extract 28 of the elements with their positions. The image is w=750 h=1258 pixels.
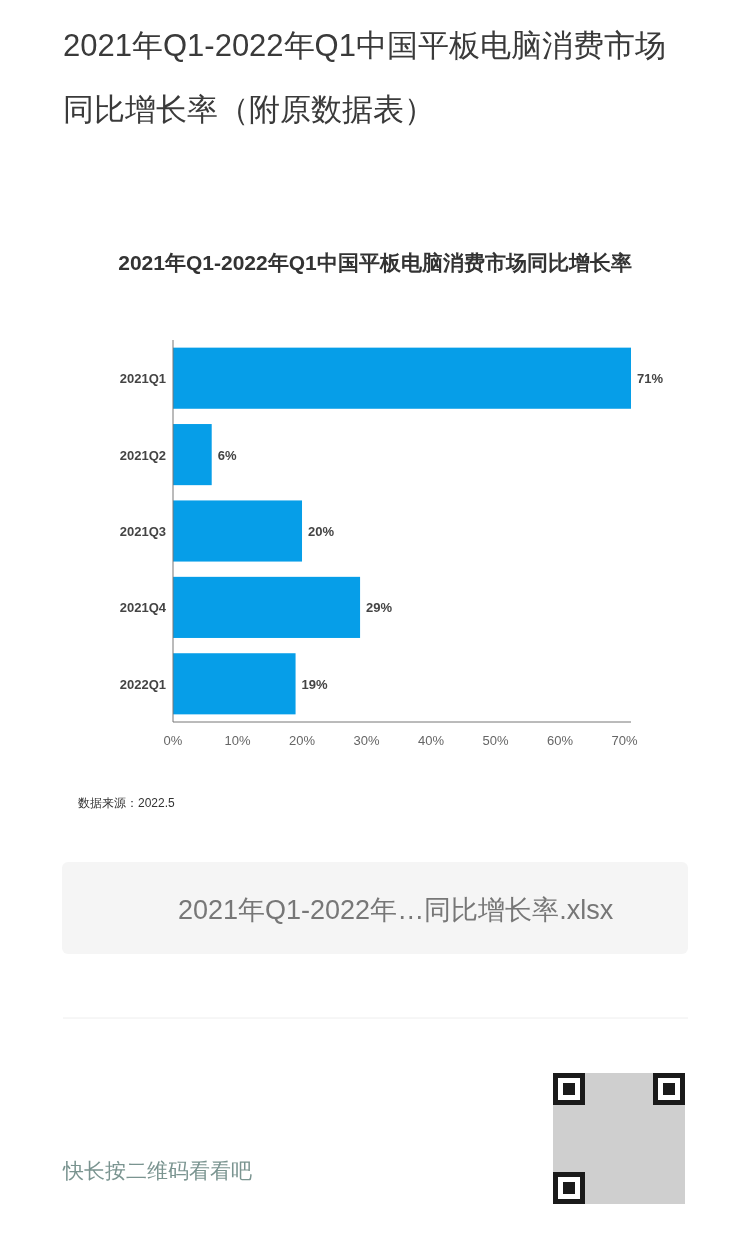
data-label: 20% <box>308 524 335 539</box>
source-note: 数据来源：2022.5 <box>78 796 176 810</box>
x-tick-label: 40% <box>418 733 445 748</box>
y-tick-label: 2021Q4 <box>119 600 167 616</box>
chart-title: 2021年Q1-2022年Q1中国平板电脑消费市场同比增长率（附原数据表） <box>63 28 666 127</box>
bar <box>173 653 296 715</box>
bar <box>173 500 303 562</box>
y-tick-label: 2021Q2 <box>119 447 166 463</box>
y-tick-label: 2021Q3 <box>119 524 166 539</box>
chart-subtitle: 2021年Q1-2022年Q1中国平板电脑消费市场同比增长率 <box>118 251 632 274</box>
bar <box>173 424 212 486</box>
bar <box>173 347 631 409</box>
x-tick-label: 0% <box>163 733 183 748</box>
y-tick-label: 2021Q1 <box>119 371 166 387</box>
x-tick-label: 30% <box>353 733 380 748</box>
bar <box>173 576 361 638</box>
data-label: 19% <box>301 676 329 692</box>
text: 2021年Q1-2022年…同比增长率.xlsx <box>178 895 614 925</box>
data-label: 29% <box>366 600 393 616</box>
y-tick-label: 2022Q1 <box>119 676 166 692</box>
x-tick-label: 20% <box>289 733 316 748</box>
text: 快长按二维码看看吧 <box>62 1159 252 1182</box>
x-tick-label: 10% <box>224 733 251 748</box>
x-tick-label: 70% <box>611 733 638 748</box>
x-tick-label: 60% <box>547 733 574 748</box>
x-tick-label: 50% <box>482 733 509 748</box>
data-label: 6% <box>217 447 237 463</box>
data-label: 71% <box>637 371 664 387</box>
